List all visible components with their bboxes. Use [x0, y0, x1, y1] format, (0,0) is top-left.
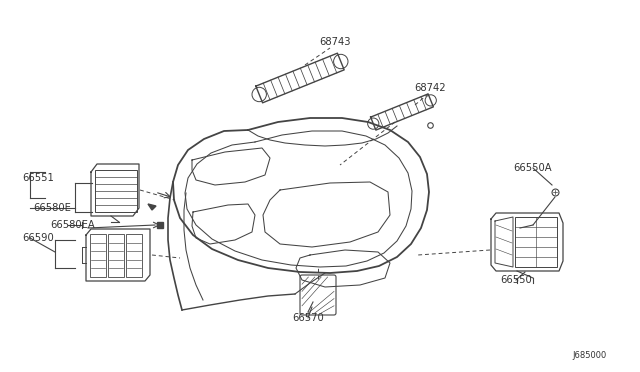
Bar [126, 234, 142, 277]
Bar [515, 217, 557, 267]
Polygon shape [148, 204, 156, 210]
Text: 66570: 66570 [292, 313, 324, 323]
Text: 66551: 66551 [22, 173, 54, 183]
Text: 66590: 66590 [22, 233, 54, 243]
Bar [108, 234, 124, 277]
Polygon shape [157, 222, 163, 228]
Text: 68743: 68743 [319, 37, 351, 47]
Text: 66550A: 66550A [514, 163, 552, 173]
Bar [90, 234, 106, 277]
Text: J685000: J685000 [573, 352, 607, 360]
Text: 66580E: 66580E [33, 203, 71, 213]
Bar [95, 170, 137, 212]
Text: 66550: 66550 [500, 275, 532, 285]
Text: 66580EA: 66580EA [51, 220, 95, 230]
Text: 68742: 68742 [414, 83, 446, 93]
